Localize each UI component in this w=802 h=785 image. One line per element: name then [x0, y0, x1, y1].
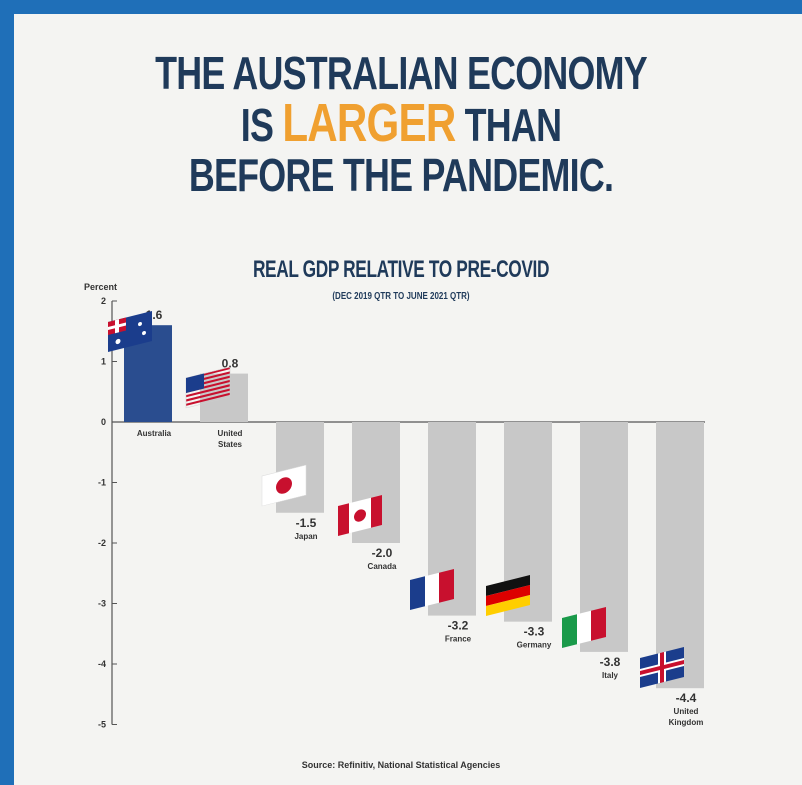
headline: THE AUSTRALIAN ECONOMY IS LARGER THAN BE… — [0, 48, 802, 200]
y-tick-label: 1 — [101, 357, 106, 367]
y-tick-label: -4 — [98, 659, 106, 669]
y-tick-label: -1 — [98, 478, 106, 488]
value-label: -3.3 — [524, 625, 545, 639]
category-label: Japan — [294, 532, 317, 541]
category-label: United Kingdom — [669, 707, 704, 727]
japan-flag-icon — [261, 464, 307, 507]
canada-flag-icon — [338, 495, 382, 536]
y-tick-label: -5 — [98, 720, 106, 730]
headline-line2-post: THAN — [455, 99, 562, 151]
category-label: Italy — [602, 671, 619, 680]
value-label: 0.8 — [222, 357, 239, 371]
united-states-flag-icon — [185, 366, 231, 409]
bar-united-kingdom — [656, 422, 704, 689]
value-label: -3.8 — [600, 655, 621, 669]
y-tick-label: -3 — [98, 599, 106, 609]
australia-flag-icon — [108, 311, 152, 352]
y-tick-label: -2 — [98, 538, 106, 548]
y-tick-label: 0 — [101, 417, 106, 427]
headline-line2: IS LARGER THAN — [88, 96, 714, 151]
headline-line1: THE AUSTRALIAN ECONOMY — [155, 47, 648, 99]
headline-accent: LARGER — [282, 93, 456, 153]
chart-subtitle: (DEC 2019 QTR TO JUNE 2021 QTR) — [332, 291, 470, 302]
category-label: Canada — [368, 562, 397, 571]
y-axis-label: Percent — [84, 282, 117, 292]
headline-line2-pre: IS — [240, 99, 283, 151]
source-note: Source: Refinitiv, National Statistical … — [301, 760, 501, 770]
value-label: -4.4 — [676, 691, 697, 705]
united-kingdom-flag-icon — [640, 647, 684, 688]
category-label: United States — [218, 429, 243, 449]
category-label: Australia — [137, 429, 172, 438]
france-flag-icon — [410, 569, 454, 610]
headline-line3: BEFORE THE PANDEMIC. — [188, 149, 614, 201]
italy-flag-icon — [562, 607, 606, 648]
chart-title: REAL GDP RELATIVE TO PRE-COVID — [252, 256, 550, 283]
value-label: -1.5 — [296, 516, 317, 530]
value-label: -2.0 — [372, 546, 393, 560]
y-tick-label: 2 — [101, 296, 106, 306]
category-label: France — [445, 635, 472, 644]
bar-united-states — [200, 373, 248, 422]
value-label: -3.2 — [448, 619, 469, 633]
germany-flag-icon — [486, 575, 530, 616]
category-label: Germany — [517, 641, 552, 650]
